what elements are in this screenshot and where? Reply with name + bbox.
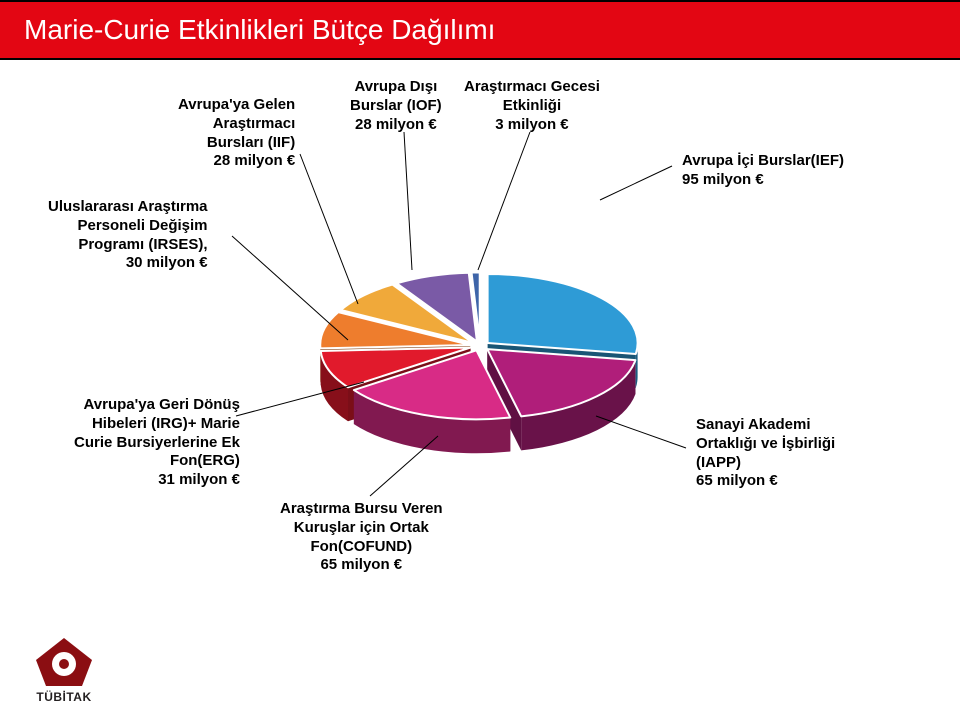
leader-iif xyxy=(300,154,358,304)
annot-line: Avrupa'ya Geri Dönüş xyxy=(74,396,240,415)
annot-cofund: Araştırma Bursu VerenKuruşlar için Ortak… xyxy=(280,500,443,575)
annot-line: Etkinliği xyxy=(464,97,600,116)
annot-line: 28 milyon € xyxy=(350,116,442,135)
annot-line: Kuruşlar için Ortak xyxy=(280,519,443,538)
annot-line: Hibeleri (IRG)+ Marie xyxy=(74,415,240,434)
tubitak-logo: TÜBİTAK xyxy=(34,636,94,704)
annot-line: Sanayi Akademi xyxy=(696,416,835,435)
leader-ief xyxy=(600,166,672,200)
annot-line: 65 milyon € xyxy=(696,472,835,491)
annot-line: (IAPP) xyxy=(696,454,835,473)
annot-line: Avrupa'ya Gelen xyxy=(178,96,295,115)
annot-night: Araştırmacı GecesiEtkinliği3 milyon € xyxy=(464,78,600,134)
annot-line: Programı (IRSES), xyxy=(48,236,208,255)
leader-iof xyxy=(404,132,412,270)
annot-ief: Avrupa İçi Burslar(IEF)95 milyon € xyxy=(682,152,844,190)
annot-line: Araştırmacı xyxy=(178,115,295,134)
logo-icon xyxy=(34,636,94,688)
annot-iapp: Sanayi AkademiOrtaklığı ve İşbirliği(IAP… xyxy=(696,416,835,491)
annot-line: Araştırma Bursu Veren xyxy=(280,500,443,519)
annot-erg: Avrupa'ya Geri DönüşHibeleri (IRG)+ Mari… xyxy=(74,396,240,490)
logo-label: TÜBİTAK xyxy=(34,690,94,704)
annot-irses: Uluslararası AraştırmaPersoneli DeğişimP… xyxy=(48,198,208,273)
annot-line: 31 milyon € xyxy=(74,471,240,490)
leader-night xyxy=(478,132,530,270)
annot-line: Avrupa İçi Burslar(IEF) xyxy=(682,152,844,171)
annot-line: Avrupa Dışı xyxy=(350,78,442,97)
annot-line: Fon(COFUND) xyxy=(280,538,443,557)
pie-chart-container: Avrupa İçi Burslar(IEF)95 milyon € Sanayi… xyxy=(0,96,960,606)
annot-line: Ortaklığı ve İşbirliği xyxy=(696,435,835,454)
leader-irses xyxy=(232,236,348,340)
annot-line: Bursları (IIF) xyxy=(178,134,295,153)
page-title: Marie-Curie Etkinlikleri Bütçe Dağılımı xyxy=(24,14,495,46)
annot-line: Burslar (IOF) xyxy=(350,97,442,116)
annot-iof: Avrupa DışıBurslar (IOF)28 milyon € xyxy=(350,78,442,134)
annot-line: 3 milyon € xyxy=(464,116,600,135)
header-bar: Marie-Curie Etkinlikleri Bütçe Dağılımı xyxy=(0,0,960,60)
leader-iapp xyxy=(596,416,686,448)
annot-line: 30 milyon € xyxy=(48,254,208,273)
pie-slice-ief xyxy=(488,274,638,354)
slide-root: Marie-Curie Etkinlikleri Bütçe Dağılımı … xyxy=(0,0,960,718)
annot-line: Personeli Değişim xyxy=(48,217,208,236)
annot-line: Uluslararası Araştırma xyxy=(48,198,208,217)
annot-line: Fon(ERG) xyxy=(74,452,240,471)
annot-line: 65 milyon € xyxy=(280,556,443,575)
annot-line: 95 milyon € xyxy=(682,171,844,190)
leader-cofund xyxy=(370,436,438,496)
annot-iif: Avrupa'ya GelenAraştırmacıBursları (IIF)… xyxy=(178,96,295,171)
annot-line: Araştırmacı Gecesi xyxy=(464,78,600,97)
annot-line: 28 milyon € xyxy=(178,152,295,171)
annot-line: Curie Bursiyerlerine Ek xyxy=(74,434,240,453)
